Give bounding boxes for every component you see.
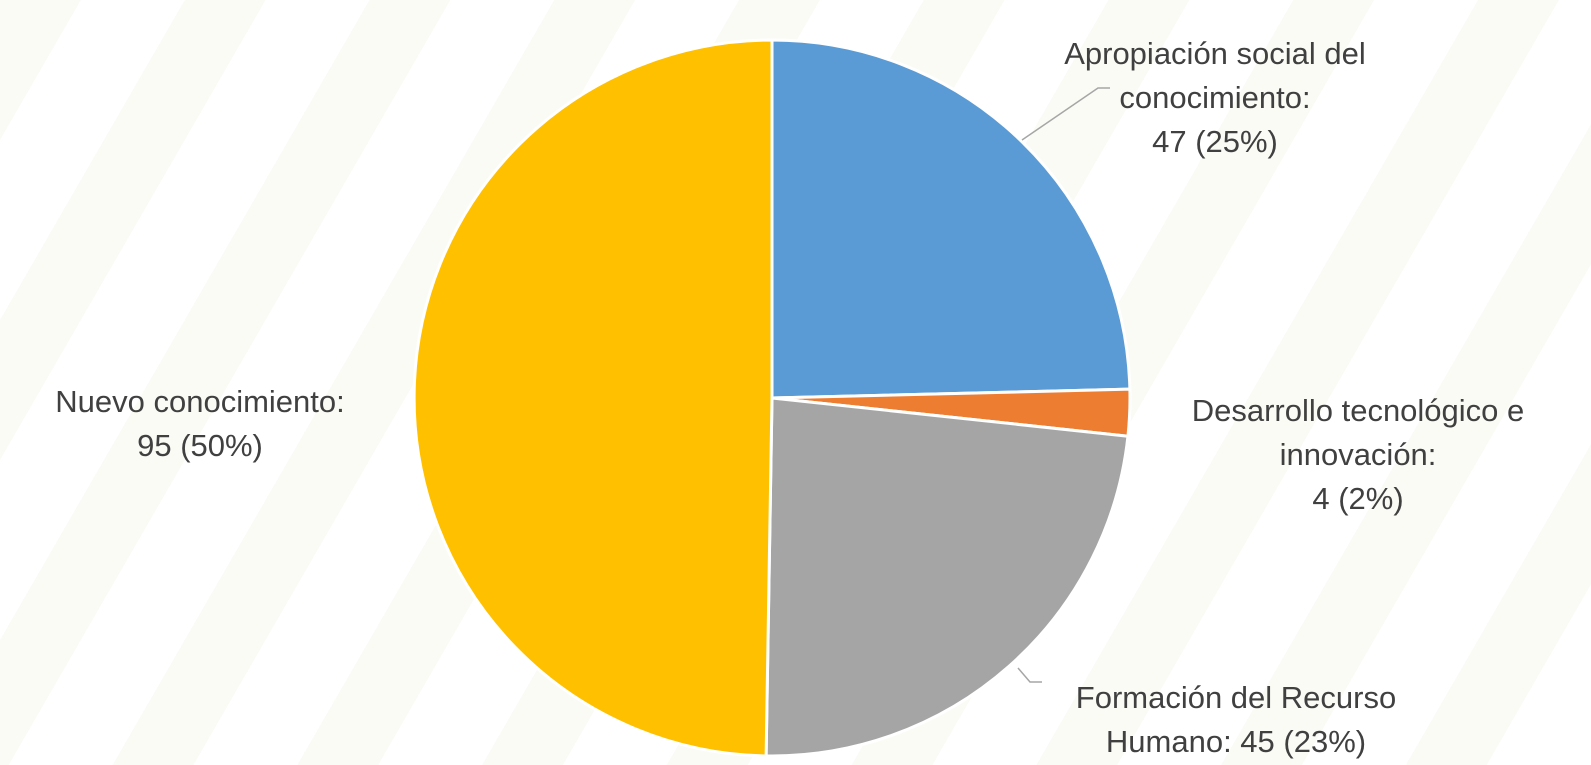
- pie-slices: [412, 38, 1132, 758]
- pie-slice-4: [412, 38, 774, 758]
- data-label-line: innovación:: [1280, 437, 1437, 472]
- leader-line-3: [1017, 667, 1042, 683]
- data-label-line: 95 (50%): [137, 428, 263, 463]
- data-label-3: Formación del Recurso Humano: 45 (23%): [1076, 680, 1396, 759]
- data-label-line: 4 (2%): [1312, 481, 1403, 516]
- leader-line-1: [1021, 87, 1110, 141]
- data-label-2: Desarrollo tecnológico e innovación: 4 (2%…: [1192, 393, 1525, 516]
- data-label-1: Apropiación social del conocimiento: 47 (2…: [1064, 36, 1366, 159]
- data-label-line: Formación del Recurso: [1076, 680, 1396, 715]
- data-label-line: Desarrollo tecnológico e: [1192, 393, 1525, 428]
- data-labels: Apropiación social del conocimiento: 47 (2…: [55, 36, 1524, 759]
- leader-lines: [1017, 87, 1110, 683]
- data-label-line: Humano: 45 (23%): [1106, 724, 1366, 759]
- data-label-line: 47 (25%): [1152, 124, 1278, 159]
- data-label-line: conocimiento:: [1119, 80, 1310, 115]
- data-label-line: Nuevo conocimiento:: [55, 384, 345, 419]
- pie-slice-3: [764, 396, 1130, 758]
- pie-slice-1: [770, 38, 1132, 400]
- data-label-4: Nuevo conocimiento: 95 (50%): [55, 384, 345, 463]
- data-label-line: Apropiación social del: [1064, 36, 1366, 71]
